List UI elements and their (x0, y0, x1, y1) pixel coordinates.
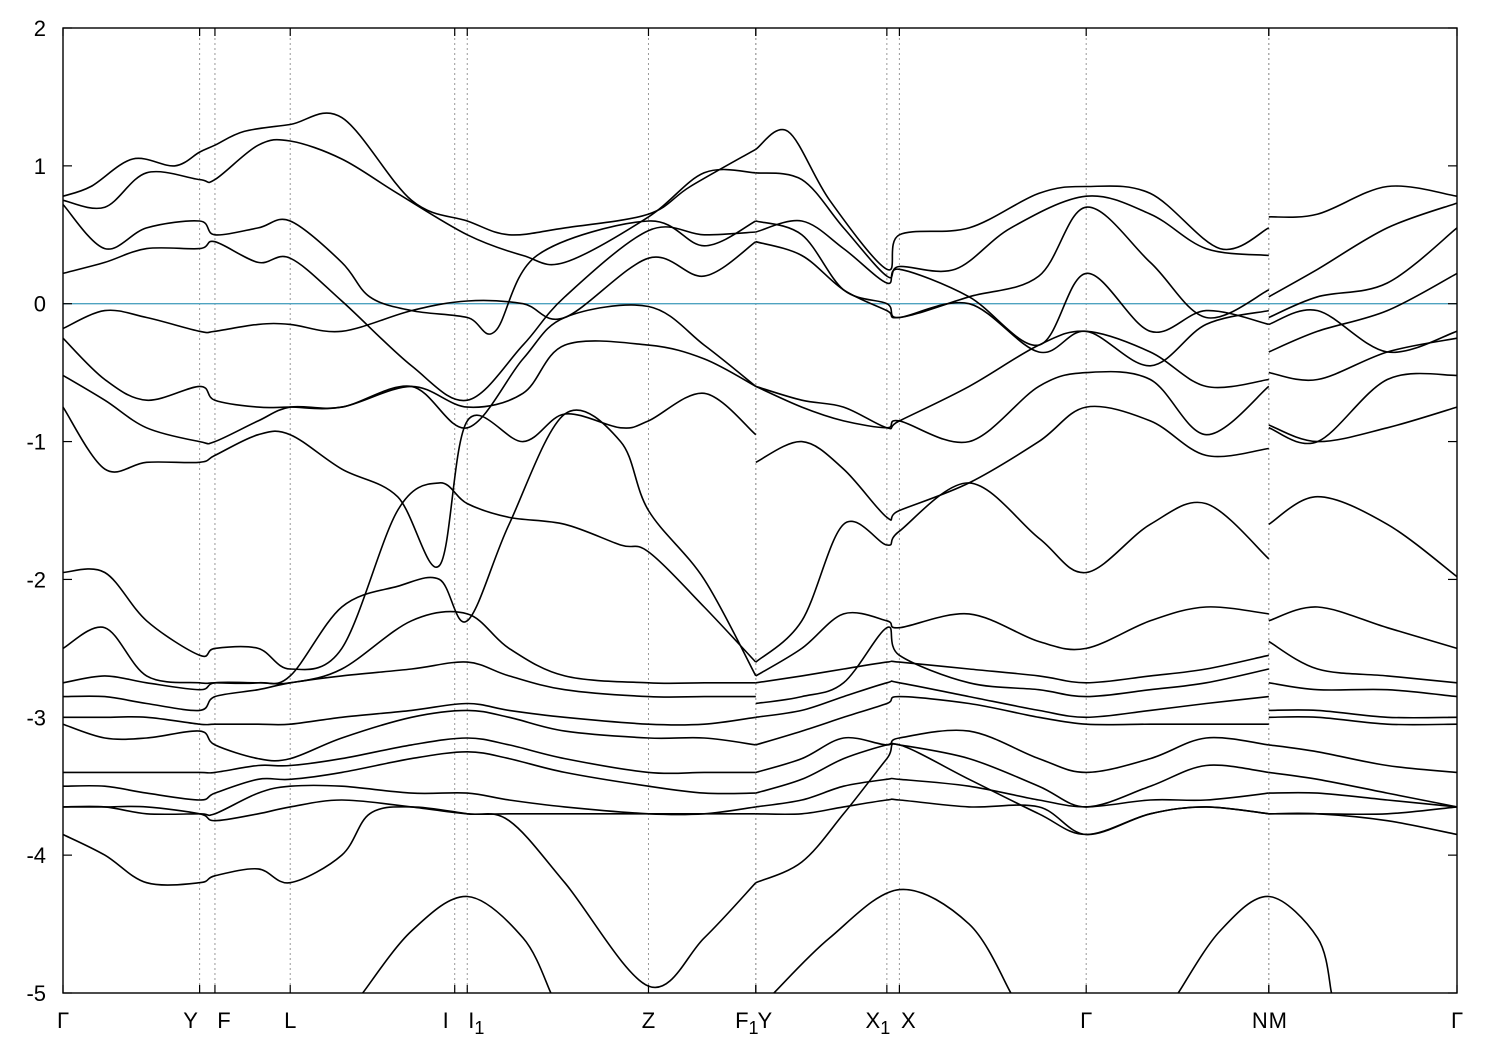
x-tick-label: N (1252, 1008, 1268, 1033)
band-line (755, 654, 1269, 684)
band-line (62, 482, 757, 671)
y-tick-label: 1 (34, 154, 46, 179)
kpath-lines (199, 28, 1270, 993)
x-axis-ticks: Γ Y F L I I1 Z F1Y X1 X Γ N M Γ (57, 28, 1463, 1038)
band-line (1268, 337, 1458, 382)
band-line (62, 203, 757, 335)
band-line (1268, 640, 1458, 684)
band-line (62, 112, 757, 236)
band-line (62, 737, 756, 775)
y-tick-label: 2 (34, 16, 46, 41)
band-line (62, 392, 757, 569)
band-line (1268, 744, 1458, 774)
x-tick-label: F (217, 1008, 230, 1033)
x-tick-label: Γ (1451, 1008, 1463, 1033)
x-tick-subscript: 1 (474, 1018, 484, 1038)
x-tick-label: L (284, 1008, 296, 1033)
band-line (1268, 372, 1458, 445)
band-line (62, 304, 757, 429)
y-tick-label: -4 (26, 843, 46, 868)
band-line (755, 370, 1270, 444)
band-line (773, 888, 1012, 994)
x-tick-label: Y (757, 1008, 772, 1033)
x-tick-label: Γ (1080, 1008, 1092, 1033)
y-tick-label: -2 (26, 567, 46, 592)
band-line (1268, 308, 1458, 354)
band-line (755, 330, 1269, 430)
x-tick-label: X (901, 1008, 916, 1033)
band-line (755, 405, 1269, 521)
band-line (362, 895, 552, 994)
x-tick-subscript: 1 (880, 1018, 890, 1038)
band-line (62, 806, 757, 989)
band-line (1268, 272, 1458, 353)
band-line (1268, 812, 1458, 836)
band-line (62, 661, 756, 712)
band-line (62, 241, 757, 334)
x-tick-label: F1 (735, 1008, 758, 1038)
band-line (755, 219, 1269, 346)
band-line (63, 799, 756, 822)
band-line (755, 743, 1269, 884)
x-tick-label: M (1269, 1008, 1287, 1033)
band-line (755, 606, 1269, 677)
band-line (1268, 202, 1458, 298)
y-tick-label: -1 (26, 430, 46, 455)
band-line (62, 138, 756, 266)
band-line (62, 709, 756, 762)
band-line (1268, 227, 1458, 319)
band-line (755, 742, 1269, 808)
band-line (755, 128, 1270, 271)
band-line (755, 626, 1269, 705)
x-tick-label: Γ (57, 1008, 69, 1033)
x-tick-subscript: 1 (749, 1018, 759, 1038)
band-line (755, 777, 1269, 808)
band-line (1268, 606, 1458, 650)
band-line (755, 172, 1269, 279)
y-tick-label: 0 (34, 292, 46, 317)
x-tick-label: X1 (866, 1008, 891, 1038)
band-line (62, 226, 756, 402)
plot-frame (62, 27, 1458, 994)
x-tick-label: Y (183, 1008, 198, 1033)
band-line (755, 798, 1269, 836)
band-line (755, 680, 1269, 719)
band-line (62, 610, 756, 691)
band-line (1268, 709, 1458, 719)
band-line (62, 702, 756, 726)
y-tick-label: -5 (26, 981, 46, 1006)
band-line (755, 482, 1270, 663)
band-line (1268, 185, 1458, 219)
band-line (755, 729, 1269, 774)
y-axis-ticks: 2 1 0 -1 -2 -3 -4 -5 (26, 16, 1457, 1006)
band-line (1268, 791, 1458, 808)
x-tick-label: Z (642, 1008, 655, 1033)
band-line (1268, 771, 1458, 808)
band-line (1268, 495, 1458, 578)
band-line (62, 409, 757, 685)
y-tick-label: -3 (26, 705, 46, 730)
band-line (1268, 715, 1458, 726)
x-tick-label: I1 (468, 1008, 484, 1038)
band-line (755, 240, 1269, 367)
band-line (1268, 682, 1458, 698)
band-line (755, 695, 1269, 746)
band-line (1177, 895, 1333, 994)
band-line (62, 784, 756, 817)
band-line (62, 340, 757, 445)
band-line (755, 206, 1270, 319)
band-lines (62, 112, 1458, 994)
band-line (62, 751, 756, 801)
x-tick-label: I (443, 1008, 449, 1033)
band-line (1268, 406, 1458, 443)
